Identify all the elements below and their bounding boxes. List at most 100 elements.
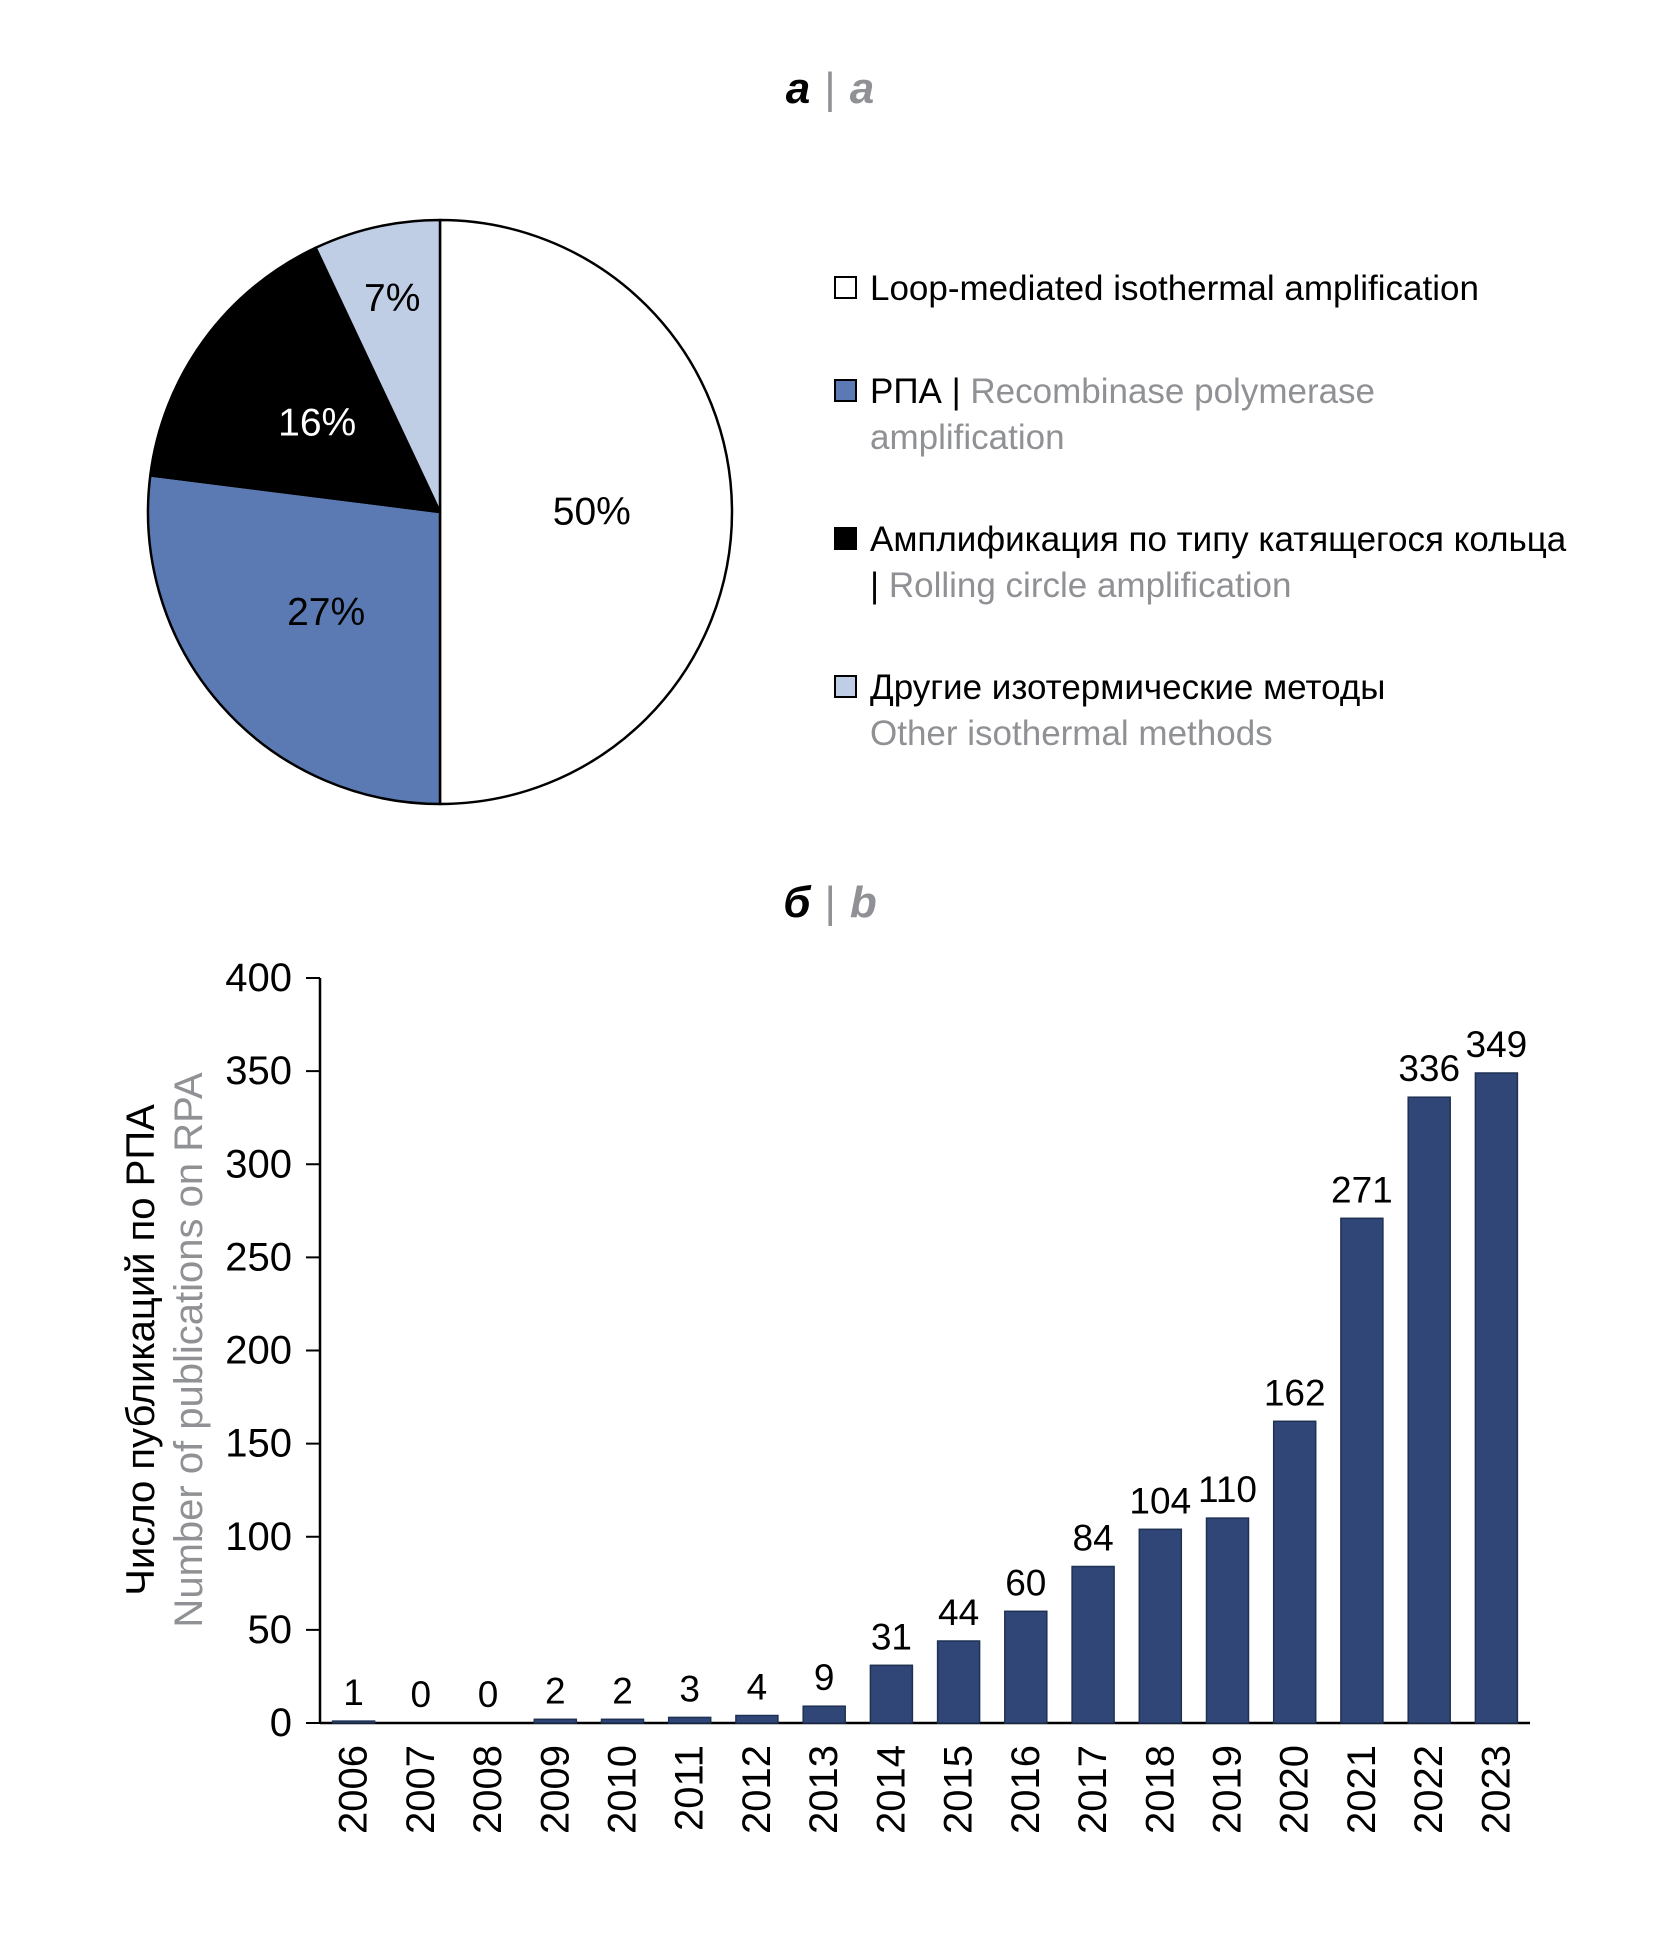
bar-2006	[331, 1720, 376, 1724]
bar-y-axis-title-en: Number of publications on RPA	[167, 1072, 211, 1628]
bar-value-label: 1	[343, 1672, 364, 1713]
pie-data-label-3: 7%	[364, 277, 420, 320]
bar-value-label: 336	[1398, 1048, 1460, 1089]
pie-slice-1	[146, 474, 442, 806]
y-tick-label: 400	[225, 956, 292, 1000]
x-category-label: 2020	[1273, 1745, 1317, 1834]
bar-y-axis-title-ru: Число публикаций по РПА	[119, 1104, 163, 1596]
x-category-label: 2012	[735, 1745, 779, 1834]
x-category-label: 2009	[533, 1745, 577, 1834]
bar-value-label: 110	[1198, 1469, 1257, 1510]
panel-a-title-separator: |	[824, 64, 836, 113]
bar-2017	[1071, 1565, 1115, 1724]
x-category-label: 2019	[1206, 1745, 1250, 1834]
x-category-label: 2017	[1071, 1745, 1115, 1834]
bar-2015	[936, 1640, 981, 1724]
bar-value-label: 162	[1264, 1372, 1326, 1413]
y-tick-label: 250	[225, 1235, 292, 1279]
legend-swatch-white	[834, 276, 857, 300]
bar-chart: 0 50 100 150 200 250 300 350 400 1 2006 0 2007 0 2008 2…	[150, 948, 1660, 1923]
y-tick-label: 150	[225, 1422, 292, 1466]
panel-b: Число публикаций по РПА Number of public…	[0, 948, 1660, 1923]
panel-b-title-en: b	[849, 878, 877, 927]
panel-b-title: б | b	[0, 822, 1660, 928]
x-category-label: 2011	[668, 1745, 712, 1831]
panel-b-title-ru: б	[783, 878, 811, 927]
bar-2020	[1272, 1420, 1317, 1724]
bar-value-label: 31	[871, 1616, 912, 1657]
legend-item-other: Другие изотермические методы Other isothe…	[834, 665, 1578, 757]
legend-swatch-lightblue	[834, 675, 857, 699]
y-tick-label: 100	[225, 1515, 292, 1559]
pie-data-label-2: 16%	[278, 401, 356, 444]
panel-a-title: а | a	[0, 0, 1660, 114]
bar-2013	[802, 1705, 846, 1724]
x-category-label: 2018	[1138, 1745, 1182, 1834]
pie-chart-svg: 50% 27% 16% 7%	[146, 218, 734, 806]
legend-swatch-black	[834, 526, 857, 550]
bar-2018	[1138, 1528, 1183, 1724]
y-tick-label: 0	[270, 1701, 292, 1745]
bar-value-label: 3	[679, 1668, 700, 1709]
bar-value-label: 2	[612, 1670, 633, 1711]
panel-b-title-separator: |	[824, 878, 836, 927]
bar-value-label: 104	[1129, 1480, 1191, 1521]
pie-slice-3	[314, 218, 442, 514]
bar-y-axis-title: Число публикаций по РПА Number of public…	[117, 900, 213, 1800]
x-category-label: 2021	[1340, 1745, 1384, 1834]
panel-a-title-ru: а	[785, 64, 811, 113]
legend-swatch-blue	[834, 378, 857, 402]
x-category-label: 2006	[332, 1745, 376, 1834]
bar-value-label: 0	[478, 1674, 499, 1715]
x-category-label: 2007	[399, 1745, 443, 1834]
legend-item-rpa: РПА | Recombinase polymerase amplificati…	[834, 369, 1578, 461]
bar-2014	[869, 1664, 914, 1724]
x-category-label: 2016	[1004, 1745, 1048, 1834]
legend-label-rca: Амплификация по типу катящегося кольца |…	[870, 519, 1567, 606]
pie-data-label-0: 50%	[553, 491, 631, 534]
x-category-label: 2015	[937, 1745, 981, 1834]
pie-legend: Loop-mediated isothermal amplification Р…	[834, 266, 1578, 757]
x-category-label: 2022	[1407, 1745, 1451, 1834]
bar-2019	[1205, 1517, 1250, 1724]
legend-item-lamp: Loop-mediated isothermal amplification	[834, 266, 1578, 312]
x-category-label: 2008	[466, 1745, 510, 1834]
bar-value-label: 0	[411, 1674, 432, 1715]
bar-value-label: 44	[938, 1592, 979, 1633]
pie-slice-0	[438, 218, 734, 806]
pie-slice-2	[149, 246, 442, 514]
bar-value-label: 9	[814, 1657, 835, 1698]
y-tick-label: 300	[225, 1142, 292, 1186]
y-tick-label: 200	[225, 1329, 292, 1373]
y-tick-label: 350	[225, 1049, 292, 1093]
bar-2022	[1407, 1096, 1451, 1724]
pie-data-label-1: 27%	[287, 591, 365, 634]
bar-value-label: 84	[1073, 1518, 1114, 1559]
bar-2023	[1474, 1072, 1519, 1724]
bar-value-label: 4	[747, 1667, 768, 1708]
bar-2021	[1340, 1217, 1384, 1724]
panel-a-title-en: a	[849, 64, 875, 113]
x-category-label: 2010	[601, 1745, 645, 1834]
y-tick-label: 50	[248, 1608, 293, 1652]
bar-chart-svg: 0 50 100 150 200 250 300 350 400 1 2006 0 2007 0 2008 2…	[225, 956, 1530, 1834]
panel-a: 50% 27% 16% 7% Loop-mediated isothermal amp…	[0, 202, 1660, 822]
legend-label-lamp: Loop-mediated isothermal amplification	[870, 269, 1479, 309]
bar-2016	[1004, 1610, 1048, 1724]
bar-value-label: 60	[1005, 1562, 1046, 1603]
bar-2010	[600, 1718, 645, 1724]
x-category-label: 2023	[1474, 1745, 1518, 1834]
bar-value-label: 2	[545, 1670, 566, 1711]
x-category-label: 2014	[869, 1745, 913, 1834]
bar-value-label: 271	[1331, 1169, 1393, 1210]
legend-label-other: Другие изотермические методы Other isothe…	[870, 668, 1386, 754]
bar-2012	[735, 1714, 779, 1724]
bar-2011	[667, 1716, 712, 1724]
legend-item-rca: Амплификация по типу катящегося кольца |…	[834, 517, 1578, 609]
x-category-label: 2013	[802, 1745, 846, 1834]
bar-2009	[533, 1718, 578, 1724]
pie-chart: 50% 27% 16% 7%	[130, 202, 750, 822]
bar-value-label: 349	[1466, 1024, 1528, 1065]
legend-label-rpa: РПА | Recombinase polymerase amplificati…	[870, 371, 1376, 457]
